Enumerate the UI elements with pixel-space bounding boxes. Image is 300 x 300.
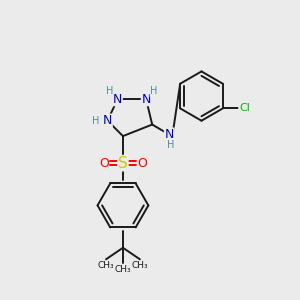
Text: CH₃: CH₃ (98, 261, 114, 270)
Text: O: O (137, 157, 147, 169)
Text: S: S (118, 155, 128, 170)
Text: H: H (167, 140, 174, 150)
Text: CH₃: CH₃ (115, 265, 131, 274)
Text: CH₃: CH₃ (132, 261, 148, 270)
Text: H: H (150, 86, 158, 96)
Text: N: N (164, 128, 174, 141)
Text: H: H (92, 116, 99, 126)
Text: H: H (106, 86, 113, 96)
Text: Cl: Cl (239, 103, 250, 113)
Text: N: N (141, 93, 151, 106)
Text: N: N (113, 93, 122, 106)
Text: N: N (103, 114, 112, 127)
Text: O: O (99, 157, 109, 169)
